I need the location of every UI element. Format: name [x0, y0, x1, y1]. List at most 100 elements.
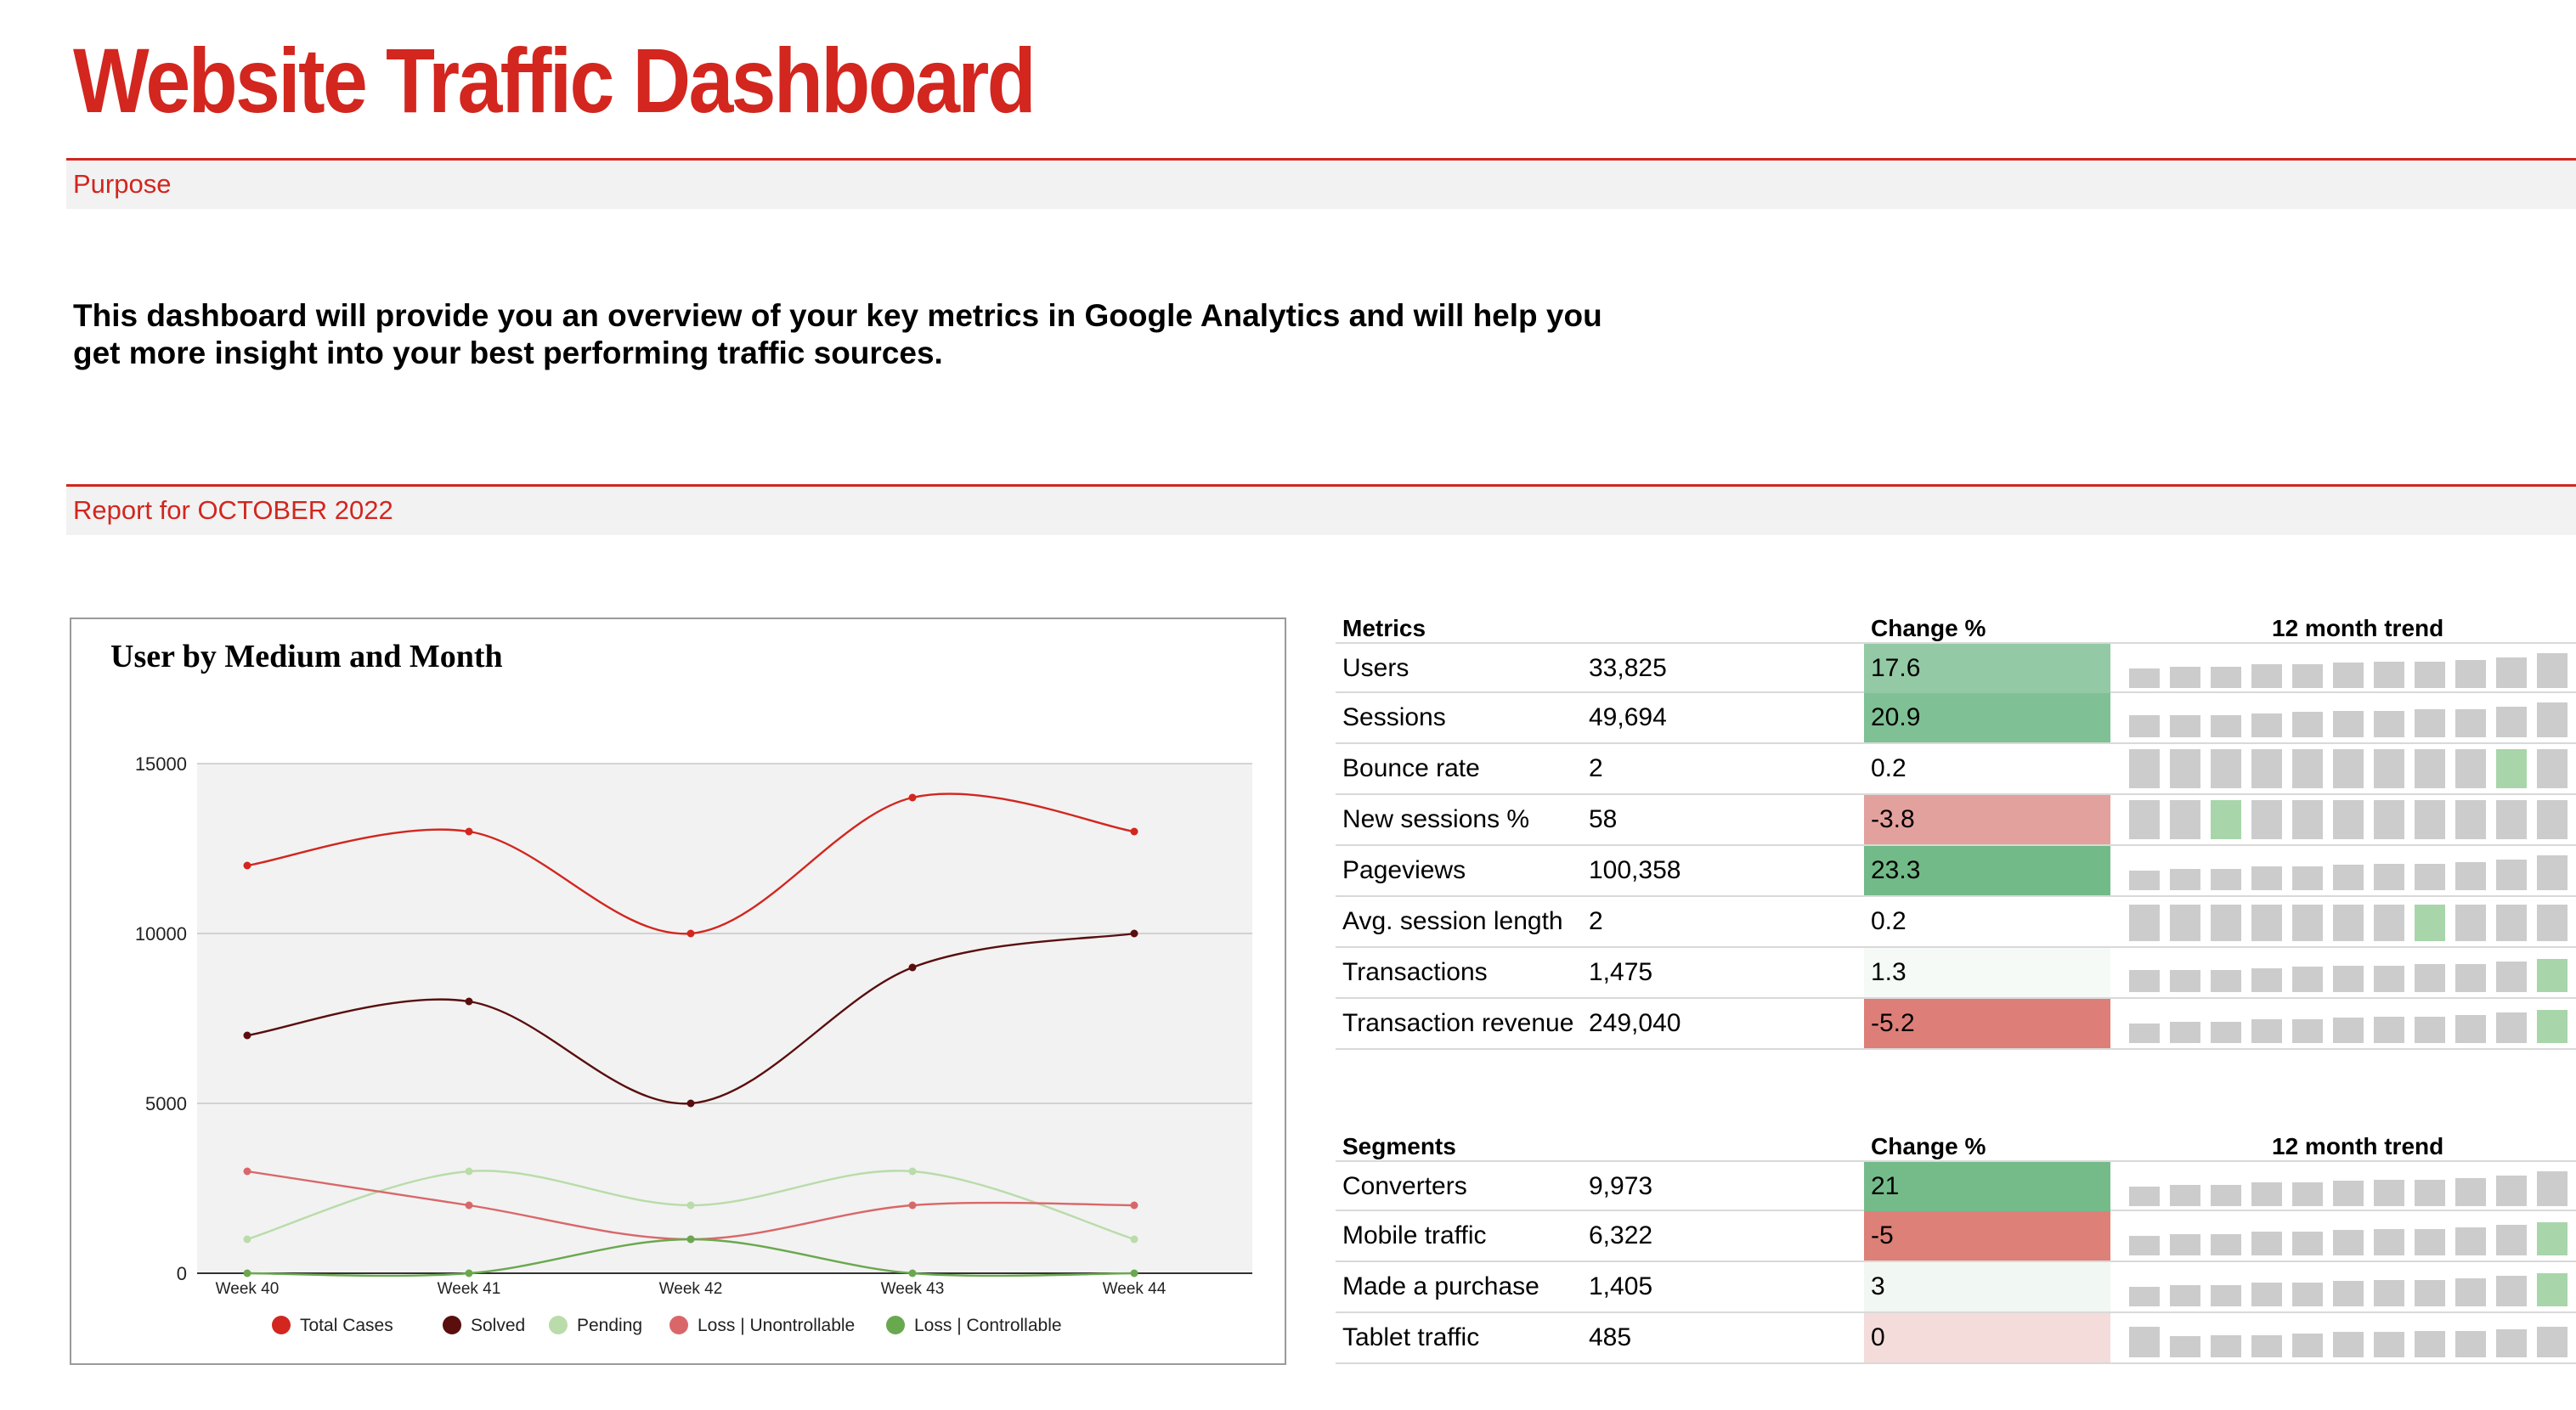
page-title: Website Traffic Dashboard [73, 29, 1037, 132]
trend-sparkline [2122, 1262, 2576, 1311]
trend-bar [2129, 970, 2160, 992]
trend-bar [2211, 1185, 2241, 1206]
data-point[interactable] [1130, 827, 1138, 836]
trend-bar [2292, 749, 2323, 788]
table-row[interactable]: Pageviews 100,358 23.3 [1336, 846, 2576, 897]
row-value: 249,040 [1589, 1009, 1681, 1037]
trend-bar [2537, 749, 2568, 788]
trend-bar [2292, 800, 2323, 839]
trend-bar [2251, 905, 2282, 941]
trend-bar [2170, 905, 2200, 941]
trend-bar [2415, 964, 2445, 992]
data-point[interactable] [465, 997, 473, 1006]
chart-title: User by Medium and Month [110, 639, 503, 674]
change-cell: -5.2 [1864, 999, 2110, 1048]
trend-bar [2496, 800, 2527, 839]
trend-header: 12 month trend [2272, 1133, 2444, 1159]
data-point[interactable] [1130, 1201, 1138, 1210]
data-point[interactable] [686, 1201, 695, 1210]
trend-bar [2333, 865, 2364, 890]
table-row[interactable]: Users 33,825 17.6 [1336, 642, 2576, 693]
line-chart: User by Medium and Month 15000 10000 5000 0… [110, 639, 1252, 1335]
data-point[interactable] [1130, 929, 1138, 938]
trend-bar [2251, 1019, 2282, 1043]
change-cell: 17.6 [1864, 644, 2110, 693]
metrics-table-header: Metrics Change % 12 month trend [1336, 610, 2576, 642]
segments-header: Segments [1342, 1133, 1456, 1159]
trend-bar [2129, 1024, 2160, 1043]
metrics-header: Metrics [1342, 615, 1426, 641]
line-chart-card[interactable]: User by Medium and Month 15000 10000 5000 0… [70, 618, 1286, 1365]
trend-bar [2251, 1283, 2282, 1306]
trend-bar [2455, 1227, 2486, 1255]
change-cell: 1.3 [1864, 948, 2110, 997]
table-row[interactable]: Transactions 1,475 1.3 [1336, 948, 2576, 999]
trend-bar [2292, 967, 2323, 992]
legend-label[interactable]: Loss | Unontrollable [698, 1316, 855, 1335]
trend-bar [2333, 905, 2364, 941]
data-point[interactable] [465, 1201, 473, 1210]
trend-bar [2170, 869, 2200, 890]
table-row[interactable]: New sessions % 58 -3.8 [1336, 795, 2576, 846]
trend-bar [2333, 749, 2364, 788]
trend-bar [2455, 964, 2486, 992]
change-header: Change % [1871, 1133, 1986, 1159]
table-row[interactable]: Transaction revenue 249,040 -5.2 [1336, 999, 2576, 1050]
table-row[interactable]: Avg. session length 2 0.2 [1336, 897, 2576, 948]
legend-label[interactable]: Solved [471, 1316, 525, 1335]
trend-bar [2170, 715, 2200, 737]
legend-label[interactable]: Pending [577, 1316, 642, 1335]
trend-bar [2537, 653, 2568, 688]
table-row[interactable]: Made a purchase 1,405 3 [1336, 1262, 2576, 1313]
trend-bar [2129, 1187, 2160, 1206]
data-point[interactable] [686, 1099, 695, 1108]
data-point[interactable] [908, 963, 917, 972]
legend-label[interactable]: Loss | Controllable [914, 1316, 1062, 1335]
trend-sparkline [2122, 897, 2576, 946]
chart-legend[interactable]: Total Cases Solved Pending Loss | Unontroll… [272, 1316, 1062, 1335]
trend-bar [2251, 664, 2282, 688]
data-point[interactable] [908, 1167, 917, 1176]
trend-bar [2455, 1278, 2486, 1306]
data-point[interactable] [908, 1269, 917, 1277]
table-row[interactable]: Tablet traffic 485 0 [1336, 1313, 2576, 1364]
trend-bar [2251, 800, 2282, 839]
trend-bar [2251, 749, 2282, 788]
table-row[interactable]: Bounce rate 2 0.2 [1336, 744, 2576, 795]
data-point[interactable] [1130, 1269, 1138, 1277]
data-point[interactable] [243, 861, 251, 870]
data-point[interactable] [686, 1235, 695, 1244]
data-point[interactable] [243, 1031, 251, 1040]
data-point[interactable] [908, 1201, 917, 1210]
trend-bar [2455, 905, 2486, 941]
data-point[interactable] [686, 929, 695, 938]
data-point[interactable] [465, 827, 473, 836]
table-row[interactable]: Sessions 49,694 20.9 [1336, 693, 2576, 744]
trend-bar [2211, 749, 2241, 788]
table-row[interactable]: Mobile traffic 6,322 -5 [1336, 1211, 2576, 1262]
x-tick-label: Week 43 [881, 1280, 945, 1298]
data-point[interactable] [243, 1167, 251, 1176]
data-point[interactable] [908, 793, 917, 802]
trend-bar [2129, 668, 2160, 688]
trend-bar [2251, 1182, 2282, 1206]
trend-bar [2537, 1222, 2568, 1255]
trend-bar [2537, 905, 2568, 941]
trend-sparkline [2122, 1313, 2576, 1362]
trend-bar [2129, 1327, 2160, 1357]
y-tick-label: 15000 [135, 753, 187, 775]
trend-bar [2537, 800, 2568, 839]
segments-table-header: Segments Change % 12 month trend [1336, 1128, 2576, 1160]
data-point[interactable] [243, 1235, 251, 1244]
data-point[interactable] [465, 1167, 473, 1176]
legend-label[interactable]: Total Cases [300, 1316, 393, 1335]
legend-marker [886, 1316, 905, 1334]
data-point[interactable] [1130, 1235, 1138, 1244]
plot-area [197, 764, 1252, 1273]
trend-bar [2292, 905, 2323, 941]
trend-bar [2170, 667, 2200, 688]
table-row[interactable]: Converters 9,973 21 [1336, 1160, 2576, 1211]
data-point[interactable] [243, 1269, 251, 1277]
data-point[interactable] [465, 1269, 473, 1277]
x-tick-label: Week 40 [216, 1280, 280, 1298]
